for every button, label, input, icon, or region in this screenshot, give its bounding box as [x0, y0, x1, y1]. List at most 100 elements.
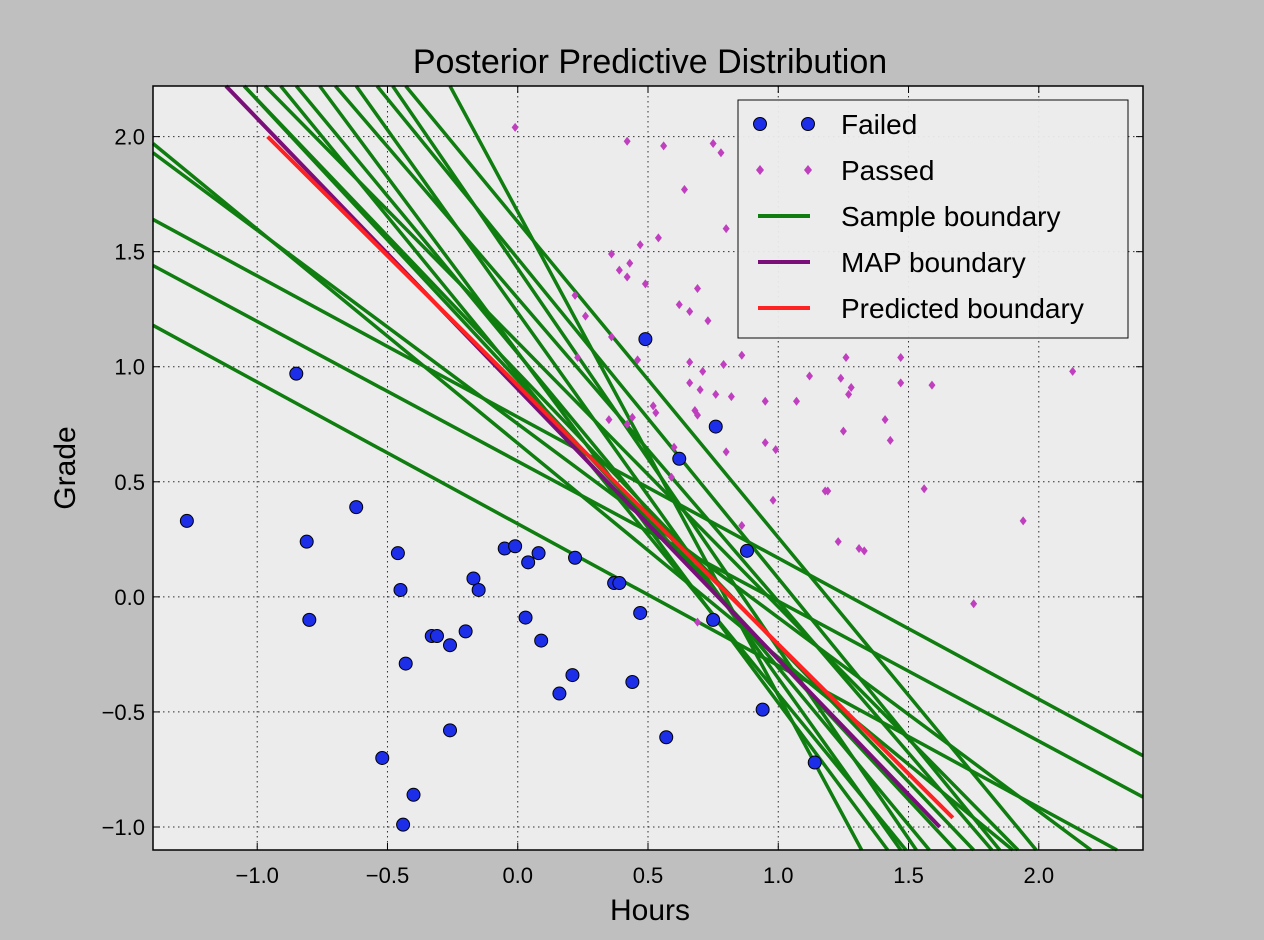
- x-axis-label: Hours: [610, 894, 690, 927]
- passed-point: [694, 410, 701, 420]
- legend-failed-marker-1: [753, 117, 767, 131]
- passed-point: [615, 265, 623, 275]
- legend-map-label: MAP boundary: [841, 247, 1026, 278]
- failed-point: [708, 419, 723, 434]
- passed-point: [1019, 516, 1027, 526]
- failed-point: [633, 605, 648, 620]
- passed-point: [628, 412, 636, 422]
- passed-point: [709, 139, 717, 149]
- passed-point: [738, 521, 746, 531]
- chart-title: Posterior Predictive Distribution: [413, 43, 887, 81]
- passed-point: [605, 415, 613, 425]
- passed-point: [696, 385, 704, 395]
- predicted-boundary-line: [266, 135, 955, 820]
- y-axis-label: Grade: [49, 426, 82, 509]
- legend-predicted-label: Predicted boundary: [841, 293, 1084, 324]
- passed-point: [641, 279, 649, 289]
- passed-point: [623, 419, 631, 429]
- passed-point: [855, 544, 863, 554]
- sample-boundary-line: [294, 84, 931, 852]
- map-boundary-line: [224, 84, 942, 829]
- passed-point: [686, 307, 694, 317]
- legend-entry-predicted: Predicted boundary: [758, 293, 1084, 324]
- passed-point: [806, 371, 814, 381]
- legend-passed-marker-1: [756, 165, 764, 175]
- passed-point: [897, 378, 905, 388]
- y-tick-label: 1.5: [114, 240, 145, 265]
- passed-point: [839, 426, 847, 436]
- x-tick-label: −1.0: [235, 863, 278, 888]
- failed-point: [299, 534, 314, 549]
- failed-point: [393, 582, 408, 597]
- passed-point: [634, 355, 642, 365]
- passed-point: [680, 185, 688, 195]
- x-tick-label: 0.5: [633, 863, 664, 888]
- failed-point: [638, 332, 653, 347]
- passed-point: [824, 486, 832, 496]
- failed-point: [706, 612, 721, 627]
- failed-point: [458, 624, 473, 639]
- passed-point: [574, 353, 582, 363]
- failed-point: [429, 628, 444, 643]
- x-ticks: −1.0 −0.5 0.0 0.5 1.0 1.5 2.0: [235, 86, 1054, 888]
- sample-boundary-lines: [151, 84, 1144, 852]
- x-tick-label: 1.5: [893, 863, 924, 888]
- x-tick-label: 1.0: [763, 863, 794, 888]
- legend-frame: [737, 99, 1129, 339]
- failed-point: [289, 366, 304, 381]
- passed-point: [860, 546, 868, 556]
- legend-sample-label: Sample boundary: [841, 201, 1060, 232]
- failed-point: [443, 638, 457, 653]
- passed-point: [511, 122, 519, 132]
- failed-point: [612, 576, 627, 591]
- passed-point: [608, 249, 616, 259]
- sample-boundary-line: [448, 85, 864, 851]
- y-tick-label: 0.0: [114, 585, 145, 610]
- y-ticks: −1.0 −0.5 0.0 0.5 1.0 1.5 2.0: [102, 125, 1143, 840]
- passed-point: [722, 224, 730, 234]
- failed-point: [398, 656, 413, 671]
- legend: Failed Passed Sample boundary MAP bounda…: [737, 99, 1129, 339]
- failed-points: [179, 332, 822, 832]
- failed-point: [508, 539, 523, 554]
- passed-point: [704, 316, 712, 326]
- passed-point: [652, 408, 660, 418]
- y-tick-label: 1.0: [114, 355, 145, 380]
- passed-point: [694, 617, 701, 627]
- sample-boundary-line: [152, 323, 1118, 852]
- sample-boundary-line: [242, 84, 975, 852]
- sample-boundary-line: [354, 84, 903, 852]
- failed-point: [466, 571, 481, 586]
- failed-point: [471, 582, 486, 597]
- passed-point: [717, 148, 725, 158]
- passed-point: [920, 484, 928, 494]
- legend-entry-passed: Passed: [756, 155, 934, 186]
- sample-boundary-line: [334, 84, 994, 852]
- passed-point: [670, 442, 678, 452]
- passed-point: [738, 350, 746, 360]
- passed-point: [970, 599, 978, 609]
- failed-point: [672, 451, 687, 466]
- passed-point: [928, 380, 936, 390]
- legend-failed-label: Failed: [841, 109, 917, 140]
- map-boundary-lines: [224, 84, 942, 829]
- failed-point: [521, 555, 536, 570]
- legend-passed-label: Passed: [841, 155, 934, 186]
- passed-point: [834, 537, 842, 547]
- passed-point: [608, 332, 616, 342]
- legend-passed-marker-2: [804, 165, 812, 175]
- passed-point: [761, 438, 769, 448]
- legend-entry-sample: Sample boundary: [758, 201, 1060, 232]
- failed-point: [755, 702, 770, 717]
- passed-point: [1069, 366, 1077, 376]
- failed-point: [443, 723, 457, 738]
- failed-point: [659, 730, 674, 745]
- passed-point: [686, 357, 694, 367]
- legend-entry-failed: Failed: [753, 109, 917, 140]
- passed-point: [686, 378, 694, 388]
- predicted-boundary-lines: [266, 135, 955, 820]
- passed-point: [649, 401, 657, 411]
- passed-point: [712, 389, 720, 399]
